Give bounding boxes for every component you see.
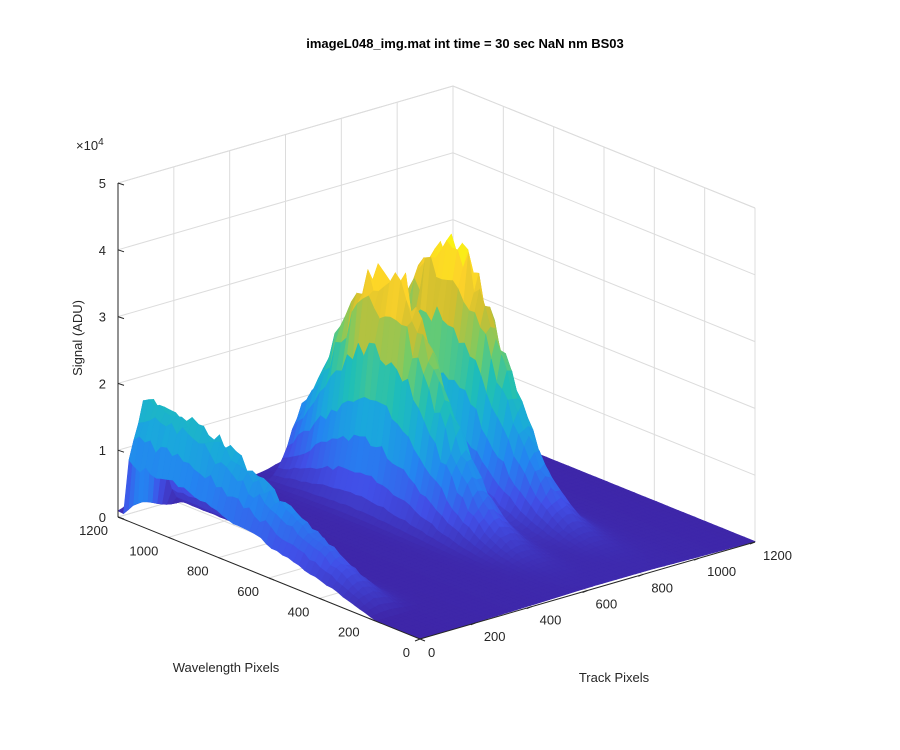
chart-title: imageL048_img.mat int time = 30 sec NaN … (306, 36, 624, 51)
z-tick-2 (117, 382, 125, 386)
z-exponent-power: 4 (98, 137, 104, 148)
y-tick-label-1: 200 (338, 625, 360, 640)
x-tick-label-0: 0 (428, 645, 435, 660)
y-tick-1 (369, 618, 375, 622)
x-tick-6 (749, 541, 756, 545)
x-tick-label-2: 400 (540, 613, 562, 628)
z-tick-4 (117, 249, 125, 253)
box-top-side (452, 85, 756, 209)
z-tick-label-1: 1 (99, 443, 106, 458)
x-tick-4 (638, 573, 644, 577)
z-exponent-label: ×104 (76, 137, 104, 153)
tick-labels: 0200400600800100012000200400600800100012… (79, 176, 792, 660)
z-tick-label-0: 0 (99, 510, 106, 525)
y-tick-0 (419, 638, 426, 642)
x-tick-3 (582, 590, 588, 593)
y-tick-label-5: 1000 (129, 543, 158, 558)
y-tick-4 (218, 557, 224, 561)
z-tick-3 (117, 316, 125, 320)
y-tick-label-0: 0 (403, 645, 410, 660)
x-tick-label-1: 200 (484, 629, 506, 644)
z-tick-0 (117, 516, 125, 520)
x-tick-label-6: 1200 (763, 548, 792, 563)
box-top-back (117, 85, 454, 184)
y-tick-label-6: 1200 (79, 523, 108, 538)
z-tick-label-2: 2 (99, 376, 106, 391)
x-axis-label: Track Pixels (579, 670, 650, 685)
z-tick-5 (117, 182, 125, 186)
y-tick-label-4: 800 (187, 564, 209, 579)
x-tick-label-4: 800 (651, 580, 673, 595)
x-tick-1 (470, 622, 477, 626)
z-axis-label: Signal (ADU) (70, 300, 85, 376)
surface-plot (117, 233, 756, 640)
z-tick-1 (117, 449, 125, 453)
axes (117, 182, 756, 642)
z-exponent-base: ×10 (76, 138, 98, 153)
y-tick-5 (168, 536, 174, 540)
x-tick-5 (693, 557, 700, 561)
y-tick-label-3: 600 (237, 584, 259, 599)
wall-grid-z-3 (117, 219, 756, 343)
wall-grid-z-4 (117, 152, 756, 276)
z-tick-label-3: 3 (99, 310, 106, 325)
y-axis-label: Wavelength Pixels (173, 660, 280, 675)
z-tick-label-4: 4 (99, 243, 106, 258)
x-tick-label-3: 600 (596, 597, 618, 612)
z-tick-label-5: 5 (99, 176, 106, 191)
y-tick-3 (268, 577, 275, 581)
x-tick-2 (526, 606, 532, 610)
y-tick-label-2: 400 (288, 604, 310, 619)
x-tick-0 (414, 638, 421, 642)
y-tick-2 (319, 597, 325, 601)
x-tick-label-5: 1000 (707, 564, 736, 579)
